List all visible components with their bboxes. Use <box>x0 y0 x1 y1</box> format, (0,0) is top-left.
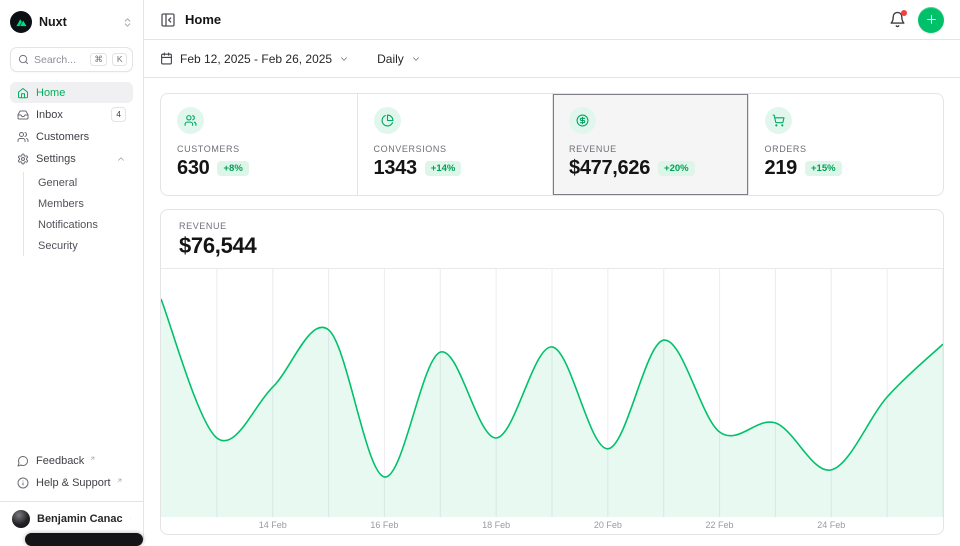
external-link-icon <box>116 477 123 484</box>
search-input[interactable] <box>34 54 85 66</box>
sidebar-item-inbox[interactable]: Inbox 4 <box>10 104 133 125</box>
chart-header: REVENUE $76,544 <box>161 210 943 269</box>
help-support-link[interactable]: Help & Support <box>10 473 133 493</box>
main-area: Home Feb 12, 2025 - Feb 26, 2025 Daily <box>144 0 960 540</box>
stat-label: CONVERSIONS <box>374 144 537 154</box>
x-tick-label: 16 Feb <box>370 520 398 530</box>
add-button[interactable] <box>918 7 944 33</box>
stat-value: 1343 <box>374 157 417 180</box>
sidebar-item-customers[interactable]: Customers <box>10 126 133 147</box>
revenue-area-chart <box>161 269 943 517</box>
kbd-cmd: ⌘ <box>90 53 108 67</box>
chevrons-up-down-icon <box>122 17 133 28</box>
stat-icon-wrap <box>765 107 792 134</box>
stat-icon-wrap <box>177 107 204 134</box>
period-select[interactable]: Daily <box>377 52 421 66</box>
sidebar-subitem-security[interactable]: Security <box>24 235 133 256</box>
stat-value: 219 <box>765 157 797 180</box>
sidebar-item-label: Inbox <box>36 109 104 121</box>
header-actions <box>889 7 944 33</box>
calendar-icon <box>160 52 173 65</box>
chart-metric-label: REVENUE <box>179 221 925 231</box>
stat-delta-badge: +8% <box>217 161 248 176</box>
notification-dot <box>901 10 907 16</box>
users-icon <box>184 114 197 127</box>
sidebar-subitem-notifications[interactable]: Notifications <box>24 214 133 235</box>
settings-submenu: General Members Notifications Security <box>23 172 133 256</box>
sidebar-item-label: Settings <box>36 153 109 165</box>
x-tick-label: 18 Feb <box>482 520 510 530</box>
inbox-count-badge: 4 <box>111 107 126 121</box>
revenue-chart-card: REVENUE $76,544 14 Feb 16 Feb 18 Feb 20 Feb… <box>160 209 944 535</box>
sidebar-item-settings[interactable]: Settings <box>10 148 133 169</box>
stat-delta-badge: +20% <box>658 161 695 176</box>
stats-row: CUSTOMERS 630 +8% CONVERSIONS 1343 +14% <box>160 93 944 196</box>
page-header: Home <box>144 0 960 40</box>
chart-plot-area[interactable] <box>161 269 943 517</box>
stat-icon-wrap <box>374 107 401 134</box>
stat-icon-wrap <box>569 107 596 134</box>
stat-card-conversions[interactable]: CONVERSIONS 1343 +14% <box>357 94 553 195</box>
chart-metric-value: $76,544 <box>179 233 925 259</box>
message-circle-icon <box>17 455 29 467</box>
help-support-label: Help & Support <box>36 477 111 489</box>
stat-card-customers[interactable]: CUSTOMERS 630 +8% <box>161 94 357 195</box>
stat-card-orders[interactable]: ORDERS 219 +15% <box>748 94 944 195</box>
sidebar-item-label: Customers <box>36 131 126 143</box>
kbd-k: K <box>112 53 127 67</box>
x-tick-label: 22 Feb <box>706 520 734 530</box>
page-title: Home <box>185 12 221 27</box>
gear-icon <box>17 153 29 165</box>
collapse-sidebar-icon[interactable] <box>160 12 176 28</box>
chevron-down-icon <box>339 54 349 64</box>
workspace-name: Nuxt <box>39 15 115 29</box>
period-value: Daily <box>377 52 404 66</box>
avatar <box>12 510 30 528</box>
stat-label: REVENUE <box>569 144 732 154</box>
sidebar-footer: Feedback Help & Support <box>10 451 133 501</box>
feedback-label: Feedback <box>36 455 84 467</box>
search-icon <box>18 54 29 65</box>
sidebar-item-label: Home <box>36 87 126 99</box>
feedback-link[interactable]: Feedback <box>10 451 133 471</box>
stat-label: CUSTOMERS <box>177 144 341 154</box>
inbox-icon <box>17 109 29 121</box>
stat-value: $477,626 <box>569 157 650 180</box>
sidebar-subitem-members[interactable]: Members <box>24 193 133 214</box>
x-tick-label: 20 Feb <box>594 520 622 530</box>
date-range-picker[interactable]: Feb 12, 2025 - Feb 26, 2025 <box>160 52 349 66</box>
plus-icon <box>925 13 938 26</box>
chevron-down-icon <box>411 54 421 64</box>
stat-card-revenue[interactable]: REVENUE $477,626 +20% <box>552 94 748 195</box>
nuxt-logo-icon <box>10 11 32 33</box>
dashboard-content: CUSTOMERS 630 +8% CONVERSIONS 1343 +14% <box>144 78 960 535</box>
home-icon <box>17 87 29 99</box>
chevrons-up-down-icon <box>130 514 131 525</box>
sidebar-nav: Home Inbox 4 Customers Settings General … <box>10 82 133 258</box>
sidebar-item-home[interactable]: Home <box>10 82 133 103</box>
user-name: Benjamin Canac <box>37 513 123 525</box>
stat-delta-badge: +15% <box>805 161 842 176</box>
pie-chart-icon <box>381 114 394 127</box>
sidebar-spacer <box>10 258 133 451</box>
stat-value: 630 <box>177 157 209 180</box>
external-link-icon <box>89 455 96 462</box>
stat-label: ORDERS <box>765 144 928 154</box>
x-tick-label: 24 Feb <box>817 520 845 530</box>
workspace-switcher[interactable]: Nuxt <box>10 10 133 34</box>
info-circle-icon <box>17 477 29 489</box>
filters-toolbar: Feb 12, 2025 - Feb 26, 2025 Daily <box>144 40 960 78</box>
dollar-circle-icon <box>576 114 589 127</box>
x-axis-labels: 14 Feb 16 Feb 18 Feb 20 Feb 22 Feb 24 Feb <box>161 517 943 534</box>
x-tick-label: 14 Feb <box>259 520 287 530</box>
shopping-cart-icon <box>772 114 785 127</box>
notifications-button[interactable] <box>889 11 906 28</box>
sidebar-subitem-general[interactable]: General <box>24 172 133 193</box>
search-box[interactable]: ⌘ K <box>10 47 133 72</box>
users-icon <box>17 131 29 143</box>
stat-delta-badge: +14% <box>425 161 462 176</box>
chevron-up-icon <box>116 154 126 164</box>
sidebar: Nuxt ⌘ K Home Inbox 4 Customers Settings… <box>0 0 144 540</box>
date-range-value: Feb 12, 2025 - Feb 26, 2025 <box>180 52 332 66</box>
